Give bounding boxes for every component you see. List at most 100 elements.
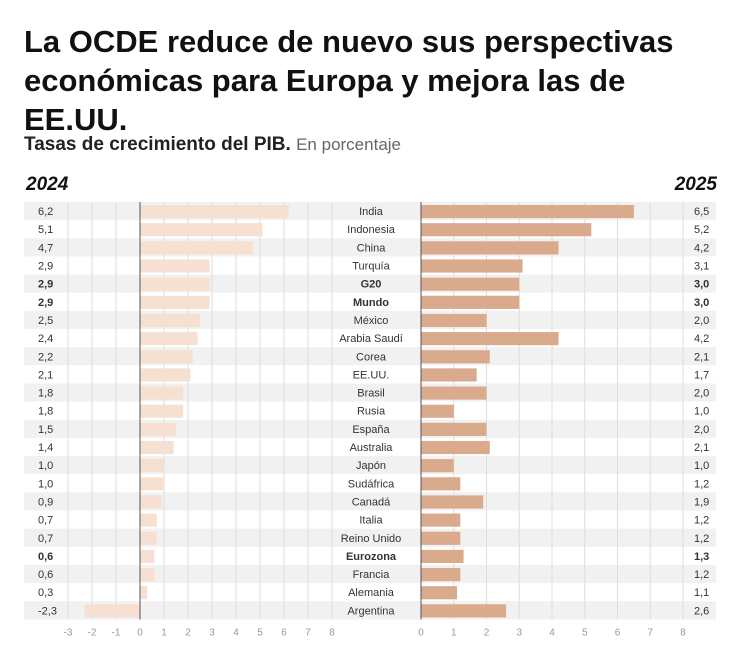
bar-2025 bbox=[421, 368, 477, 382]
value-label-2025: 1,2 bbox=[694, 515, 709, 527]
category-label: EE.UU. bbox=[353, 369, 390, 381]
bar-2025 bbox=[421, 295, 520, 309]
value-label-2024: 0,9 bbox=[38, 496, 53, 508]
bar-2025 bbox=[421, 350, 490, 364]
value-label-2024: 0,6 bbox=[38, 569, 53, 581]
x-tick-label-left: 8 bbox=[329, 627, 335, 638]
category-label: Corea bbox=[356, 351, 387, 363]
bar-2025 bbox=[421, 477, 461, 491]
value-label-2024: 2,9 bbox=[38, 279, 53, 291]
bar-2024 bbox=[140, 477, 164, 491]
category-label: India bbox=[359, 206, 384, 218]
category-label: Alemania bbox=[348, 587, 395, 599]
year-label-2025: 2025 bbox=[674, 174, 717, 195]
x-tick-label-right: 1 bbox=[451, 627, 457, 638]
row-stripe bbox=[24, 528, 716, 547]
row-stripe bbox=[24, 456, 716, 475]
bar-2025 bbox=[421, 531, 461, 545]
category-label: Indonesia bbox=[347, 224, 396, 236]
value-label-2025: 1,0 bbox=[694, 406, 709, 418]
row-stripe bbox=[24, 510, 716, 529]
x-tick-label-left: -3 bbox=[64, 627, 73, 638]
bar-2024 bbox=[140, 531, 157, 545]
bar-2025 bbox=[421, 586, 458, 600]
value-label-2025: 1,2 bbox=[694, 478, 709, 490]
bar-2025 bbox=[421, 422, 487, 436]
bar-2024 bbox=[140, 549, 155, 563]
value-label-2024: 0,6 bbox=[38, 551, 53, 563]
bar-2025 bbox=[421, 277, 520, 291]
bar-2024 bbox=[140, 313, 200, 328]
x-tick-label-right: 8 bbox=[680, 627, 686, 638]
x-tick-label-right: 4 bbox=[549, 627, 555, 638]
bar-2024 bbox=[140, 241, 253, 255]
bar-2025 bbox=[421, 568, 461, 582]
value-label-2025: 3,0 bbox=[694, 297, 709, 309]
bar-2024 bbox=[140, 404, 184, 418]
x-tick-label-left: -2 bbox=[88, 627, 97, 638]
chart-headline: La OCDE reduce de nuevo sus perspectivas… bbox=[24, 24, 674, 137]
bar-2024 bbox=[140, 295, 210, 309]
category-label: G20 bbox=[361, 279, 382, 291]
value-label-2025: 1,0 bbox=[694, 460, 709, 472]
value-label-2024: -2,3 bbox=[38, 605, 57, 617]
bar-2025 bbox=[421, 241, 559, 255]
category-label: Brasil bbox=[357, 388, 385, 400]
bar-2025 bbox=[421, 459, 454, 473]
value-label-2024: 1,5 bbox=[38, 424, 53, 436]
value-label-2025: 2,0 bbox=[694, 388, 709, 400]
row-stripe bbox=[24, 546, 716, 565]
bar-2025 bbox=[421, 313, 487, 328]
bar-2024 bbox=[140, 422, 176, 436]
x-tick-label-left: 2 bbox=[185, 627, 191, 638]
bar-2024 bbox=[140, 495, 162, 509]
value-label-2024: 1,8 bbox=[38, 406, 53, 418]
value-label-2024: 2,4 bbox=[38, 333, 53, 345]
bar-2025 bbox=[421, 332, 559, 346]
bar-2024 bbox=[140, 440, 174, 455]
row-stripe bbox=[24, 474, 716, 493]
value-label-2024: 2,1 bbox=[38, 369, 53, 381]
value-label-2024: 0,3 bbox=[38, 587, 53, 599]
x-tick-label-left: 4 bbox=[233, 627, 239, 638]
x-tick-label-right: 2 bbox=[484, 627, 490, 638]
value-label-2024: 2,9 bbox=[38, 261, 53, 273]
bar-2025 bbox=[421, 549, 464, 563]
row-stripe bbox=[24, 583, 716, 602]
x-tick-label-left: 3 bbox=[209, 627, 215, 638]
bar-2024 bbox=[140, 459, 164, 473]
category-label: China bbox=[357, 242, 387, 254]
value-label-2024: 0,7 bbox=[38, 515, 53, 527]
x-tick-label-left: -1 bbox=[112, 627, 121, 638]
bar-2025 bbox=[421, 223, 592, 237]
category-label: Argentina bbox=[347, 605, 395, 617]
value-label-2025: 2,1 bbox=[694, 442, 709, 454]
bar-2025 bbox=[421, 205, 634, 219]
value-label-2025: 1,3 bbox=[694, 551, 709, 563]
row-stripe bbox=[24, 347, 716, 366]
value-label-2025: 4,2 bbox=[694, 242, 709, 254]
value-label-2024: 0,7 bbox=[38, 533, 53, 545]
category-label: Reino Unido bbox=[341, 533, 402, 545]
bar-2025 bbox=[421, 404, 454, 418]
row-stripe bbox=[24, 383, 716, 402]
bar-2024 bbox=[140, 586, 148, 600]
category-label: Canadá bbox=[352, 496, 391, 508]
bar-2024 bbox=[140, 205, 289, 219]
x-tick-label-left: 0 bbox=[137, 627, 143, 638]
chart-subtitle: Tasas de crecimiento del PIB. En porcent… bbox=[24, 134, 401, 156]
bar-2025 bbox=[421, 386, 487, 400]
row-stripe bbox=[24, 401, 716, 420]
bar-2025 bbox=[421, 513, 461, 527]
value-label-2024: 1,0 bbox=[38, 478, 53, 490]
x-tick-label-left: 7 bbox=[305, 627, 311, 638]
x-tick-label-right: 3 bbox=[516, 627, 522, 638]
value-label-2025: 2,6 bbox=[694, 605, 709, 617]
category-label: Arabia Saudí bbox=[339, 333, 403, 345]
year-label-2024: 2024 bbox=[26, 174, 69, 195]
category-label: Eurozona bbox=[346, 551, 397, 563]
row-stripe bbox=[24, 437, 716, 457]
bar-2024 bbox=[140, 350, 193, 364]
bar-2025 bbox=[421, 259, 523, 273]
